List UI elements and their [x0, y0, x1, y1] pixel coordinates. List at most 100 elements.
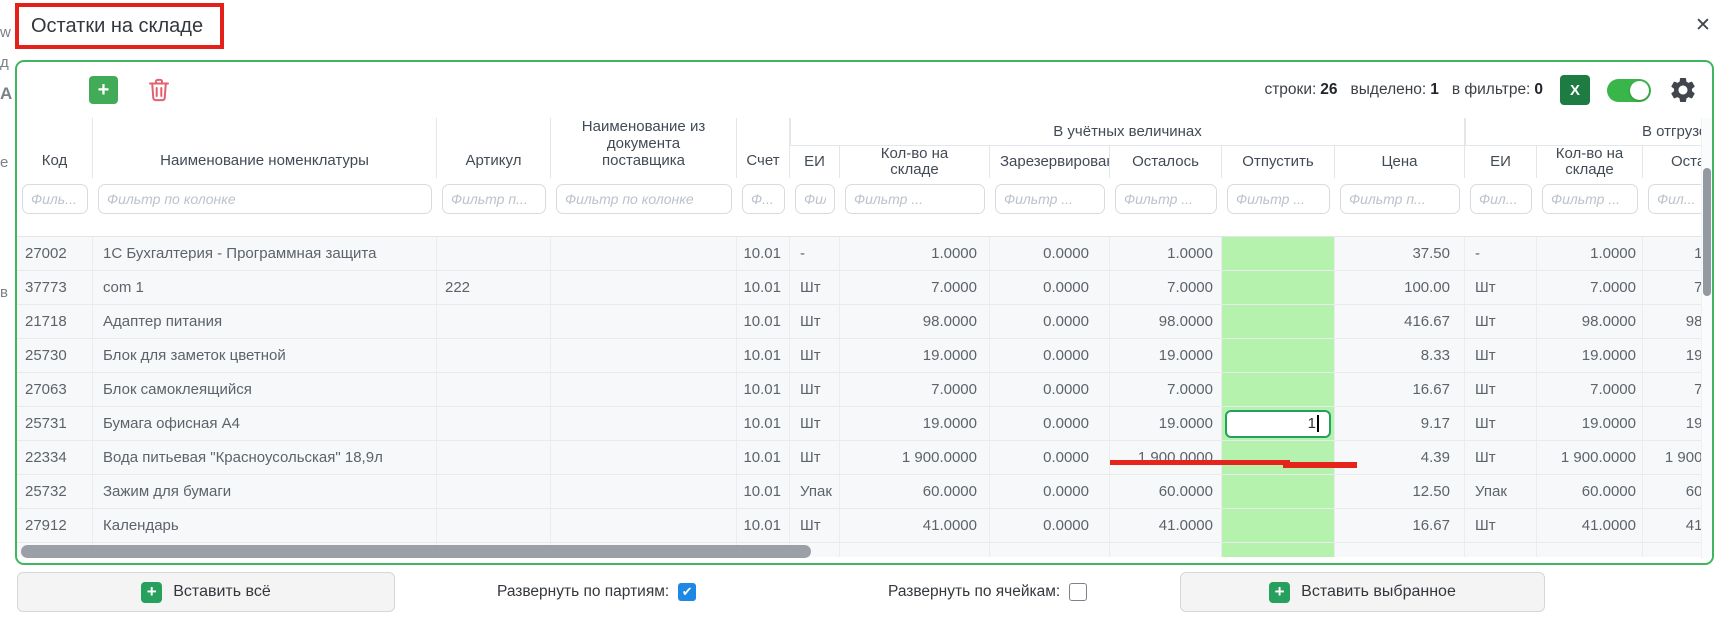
column-header-1[interactable]: Код: [17, 118, 93, 178]
release-cell[interactable]: [1222, 509, 1335, 542]
table-cell: Шт: [790, 271, 840, 304]
horizontal-scrollbar-thumb[interactable]: [21, 545, 811, 558]
column-header-2[interactable]: Наименование номенклатуры: [93, 118, 437, 178]
table-cell: Адаптер питания: [93, 305, 437, 338]
table-row[interactable]: 25731 Бумага офисная А4 10.01 Шт 19.0000 0.00…: [17, 407, 1712, 441]
filter-input-10[interactable]: [1227, 184, 1330, 214]
background-text-fragment: А: [0, 84, 12, 103]
table-cell: [551, 407, 737, 440]
release-cell[interactable]: [1222, 441, 1335, 474]
toggle-switch[interactable]: [1607, 78, 1651, 102]
close-icon[interactable]: ✕: [1695, 14, 1711, 36]
table-cell: 19.0000: [1537, 407, 1643, 440]
table-row[interactable]: 27002 1С Бухгалтерия - Программная защита…: [17, 237, 1712, 271]
add-row-button[interactable]: +: [89, 76, 118, 104]
expand-cells-checkbox[interactable]: [1069, 583, 1088, 601]
expand-cells-label: Развернуть по ячейкам:: [888, 583, 1061, 600]
column-header-13[interactable]: Кол-во на складе: [1537, 146, 1643, 178]
table-cell: 8.33: [1335, 339, 1465, 372]
table-row[interactable]: 25732 Зажим для бумаги 10.01 Упак 60.0000 0.0…: [17, 475, 1712, 509]
column-header-8[interactable]: Зарезервировано: [990, 146, 1110, 178]
background-text-fragment: е: [0, 154, 9, 171]
table-cell: -: [790, 237, 840, 270]
gear-icon: [1671, 78, 1695, 102]
table-cell: 10.01: [737, 373, 790, 406]
table-row[interactable]: 27063 Блок самоклеящийся 10.01 Шт 7.0000 0.00…: [17, 373, 1712, 407]
table-header: Код Наименование номенклатуры Артикул Наиме…: [17, 118, 1712, 237]
release-cell[interactable]: [1222, 271, 1335, 304]
table-row[interactable]: 27912 Календарь 10.01 Шт 41.0000 0.0000 41.000…: [17, 509, 1712, 543]
vertical-scrollbar[interactable]: [1701, 118, 1712, 559]
table-cell: 222: [437, 271, 551, 304]
release-cell[interactable]: [1222, 339, 1335, 372]
table-cell: Шт: [790, 407, 840, 440]
table-cell: [551, 441, 737, 474]
filter-input-6[interactable]: [795, 184, 835, 214]
table-cell: [1110, 543, 1222, 557]
filter-input-2[interactable]: [98, 184, 432, 214]
table-cell: 22334: [17, 441, 93, 474]
release-qty-input[interactable]: 1: [1225, 409, 1331, 438]
table-cell: [437, 305, 551, 338]
filter-input-7[interactable]: [845, 184, 985, 214]
filter-input-9[interactable]: [1115, 184, 1217, 214]
table-cell: 7.0000: [1537, 373, 1643, 406]
release-cell[interactable]: [1222, 305, 1335, 338]
table-body: 27002 1С Бухгалтерия - Программная защита…: [17, 237, 1712, 557]
table-row[interactable]: 25730 Блок для заметок цветной 10.01 Шт 19.0…: [17, 339, 1712, 373]
column-header-10[interactable]: Отпустить: [1222, 146, 1335, 178]
column-header-5[interactable]: Счет: [737, 118, 790, 178]
table-cell: 1С Бухгалтерия - Программная защита: [93, 237, 437, 270]
table-cell: 1.0000: [1537, 237, 1643, 270]
column-header-11[interactable]: Цена: [1335, 146, 1465, 178]
table-cell: 0.0000: [990, 271, 1110, 304]
delete-row-button[interactable]: [145, 76, 173, 104]
expand-cells-group: Развернуть по ячейкам:: [888, 572, 1088, 612]
column-header-4[interactable]: Наименование из документа поставщика: [551, 118, 737, 178]
plus-icon: +: [1269, 581, 1291, 603]
filter-input-13[interactable]: [1542, 184, 1638, 214]
table-cell: 10.01: [737, 271, 790, 304]
settings-button[interactable]: [1668, 75, 1698, 105]
table-cell: [437, 509, 551, 542]
excel-export-button[interactable]: X: [1560, 75, 1590, 105]
table-row[interactable]: 37773 com 1 222 10.01 Шт 7.0000 0.0000 7.0000 10…: [17, 271, 1712, 305]
filter-input-12[interactable]: [1470, 184, 1532, 214]
table-cell: Шт: [790, 339, 840, 372]
table-stats: строки: 26 выделено: 1 в фильтре: 0: [1264, 81, 1543, 99]
filter-input-8[interactable]: [995, 184, 1105, 214]
table-cell: 25731: [17, 407, 93, 440]
expand-batches-label: Развернуть по партиям:: [497, 583, 670, 600]
table-cell: 0.0000: [990, 441, 1110, 474]
vertical-scrollbar-thumb[interactable]: [1703, 168, 1711, 296]
release-cell[interactable]: [1222, 475, 1335, 508]
insert-selected-label: Вставить выбранное: [1301, 583, 1456, 600]
release-cell[interactable]: [1222, 543, 1335, 557]
table-cell: 98.0000: [840, 305, 990, 338]
release-cell[interactable]: 1: [1222, 407, 1335, 440]
column-header-6[interactable]: ЕИ: [790, 146, 840, 178]
column-header-7[interactable]: Кол-во на складе: [840, 146, 990, 178]
column-header-3[interactable]: Артикул: [437, 118, 551, 178]
table-row[interactable]: 21718 Адаптер питания 10.01 Шт 98.0000 0.0000…: [17, 305, 1712, 339]
table-cell: 7.0000: [840, 271, 990, 304]
release-cell[interactable]: [1222, 237, 1335, 270]
table-cell: [437, 475, 551, 508]
insert-selected-button[interactable]: + Вставить выбранное: [1180, 572, 1545, 612]
insert-all-button[interactable]: + Вставить всё: [17, 572, 395, 612]
column-header-9[interactable]: Осталось: [1110, 146, 1222, 178]
table-cell: Шт: [1465, 339, 1537, 372]
filter-input-11[interactable]: [1340, 184, 1460, 214]
table-cell: Шт: [790, 441, 840, 474]
release-cell[interactable]: [1222, 373, 1335, 406]
table-row[interactable]: 22334 Вода питьевая "Красноусольская" 18,…: [17, 441, 1712, 475]
filter-input-5[interactable]: [742, 184, 785, 214]
stock-remains-panel: + строки: 26 выделено: 1 в фильтре: 0 X: [15, 60, 1714, 565]
filter-input-3[interactable]: [442, 184, 546, 214]
expand-batches-checkbox[interactable]: ✔: [678, 583, 697, 601]
column-header-12[interactable]: ЕИ: [1465, 146, 1537, 178]
filter-input-4[interactable]: [556, 184, 732, 214]
filter-input-1[interactable]: [22, 184, 88, 214]
table-cell: 98.0000: [1110, 305, 1222, 338]
table-cell: [437, 373, 551, 406]
